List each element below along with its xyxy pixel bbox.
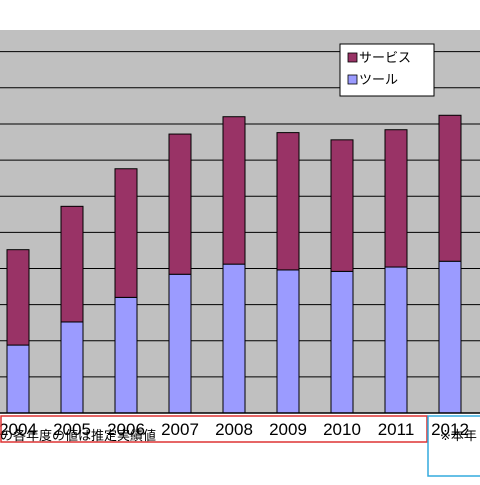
bar-segment xyxy=(60,321,84,414)
x-tick-label: 2011 xyxy=(378,420,415,439)
bar-segment xyxy=(114,296,138,414)
footnote-right: ※本年 xyxy=(440,428,477,443)
legend-label: ツール xyxy=(359,72,398,87)
x-tick-label: 2007 xyxy=(161,420,199,439)
bar-segment xyxy=(384,129,408,268)
bar-segment xyxy=(330,270,354,414)
x-tick-label: 2008 xyxy=(215,420,253,439)
bar-segment xyxy=(168,133,192,275)
x-tick-label: 2004 xyxy=(0,420,37,439)
bar-segment xyxy=(6,344,30,414)
bar-segment xyxy=(114,168,138,298)
legend-swatch xyxy=(347,52,358,63)
bar-segment xyxy=(222,263,246,414)
year-label-frame xyxy=(0,415,428,443)
legend-label: サービス xyxy=(359,50,411,65)
legend-swatch xyxy=(347,74,358,85)
bar-segment xyxy=(276,132,300,271)
bar-segment xyxy=(330,139,354,272)
bar-segment xyxy=(222,116,246,265)
bar-segment xyxy=(276,269,300,414)
x-tick-label: 2006 xyxy=(107,420,145,439)
x-tick-label: 2009 xyxy=(269,420,307,439)
footnote-left: の各年度の値は推定実績値 xyxy=(0,428,156,443)
bar-segment xyxy=(60,205,84,323)
bar-segment xyxy=(438,260,462,414)
bar-segment xyxy=(168,273,192,414)
x-tick-label: 2010 xyxy=(323,420,361,439)
bar-segment xyxy=(438,114,462,262)
x-tick-label: 2012 xyxy=(431,420,469,439)
x-tick-label: 2005 xyxy=(53,420,91,439)
bar-segment xyxy=(6,249,30,346)
bar-segment xyxy=(384,266,408,414)
projection-highlight-box xyxy=(427,415,480,477)
x-tick-labels: 2004 2005 2006 2007 2008 2009 2010 2011 2012 xyxy=(0,415,469,443)
